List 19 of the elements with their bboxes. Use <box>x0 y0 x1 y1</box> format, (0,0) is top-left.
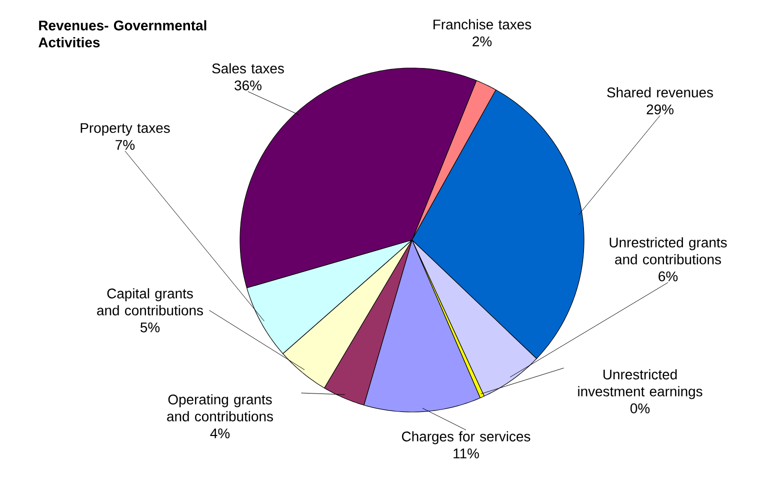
slice-label: Unrestricted grants and contributions <box>610 237 727 264</box>
data-label: 5% <box>140 322 160 332</box>
data-label: 29% <box>646 104 674 114</box>
slice-label: Charges for services <box>402 431 530 444</box>
data-label: 11% <box>454 448 479 458</box>
data-label: 6% <box>658 271 678 282</box>
slice-label: Unrestricted investment earnings <box>578 369 702 400</box>
legend-label: Operating grants and contributions <box>167 394 273 422</box>
text: Revenues- Governmental Activities <box>38 20 206 48</box>
data-label: 2% <box>472 36 492 46</box>
data-label: 0% <box>630 403 650 414</box>
data-label: 36% <box>234 80 262 90</box>
slice-label: Shared revenues <box>607 87 713 98</box>
slice-label: Franchise taxes <box>434 19 532 30</box>
data-label: 7% <box>116 140 135 150</box>
slice-label: Property taxes <box>80 123 170 136</box>
data-label: 4% <box>210 428 230 438</box>
slice-label: Sales taxes <box>212 63 284 74</box>
slice-label: Capital grants and contributions <box>97 288 203 316</box>
